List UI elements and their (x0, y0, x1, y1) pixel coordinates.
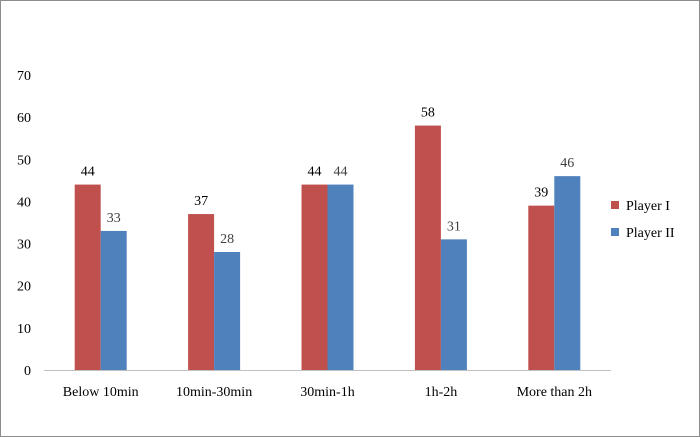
y-tick-label: 10 (17, 322, 31, 337)
y-axis: 0 10 20 30 40 50 60 70 (17, 69, 31, 379)
y-tick-label: 40 (17, 195, 31, 210)
data-label: 44 (308, 165, 322, 180)
data-label: 58 (421, 106, 435, 121)
y-tick-label: 0 (24, 364, 31, 379)
data-label: 46 (560, 156, 574, 171)
data-label: 37 (194, 194, 208, 209)
data-label: 33 (107, 211, 121, 226)
legend-label: Player II (626, 226, 675, 241)
data-label: 44 (334, 165, 348, 180)
data-label: 31 (447, 219, 461, 234)
legend: Player I Player II (611, 199, 675, 241)
data-label: 44 (81, 165, 95, 180)
x-tick-label: 1h-2h (425, 385, 458, 400)
bar-player-i (414, 125, 441, 370)
y-tick-label: 20 (17, 280, 31, 295)
bar-player-ii (440, 239, 467, 370)
data-label: 39 (534, 186, 548, 201)
bar-player-ii (327, 184, 354, 370)
x-axis: Below 10min 10min-30min 30min-1h 1h-2h More … (44, 370, 611, 400)
bar-player-ii (214, 252, 241, 370)
data-labels-group: 44 33 37 28 44 44 58 31 39 46 (81, 106, 575, 247)
y-tick-label: 30 (17, 238, 31, 253)
bar-player-ii (554, 176, 581, 370)
legend-swatch (611, 201, 619, 209)
x-tick-label: Below 10min (63, 385, 139, 400)
x-tick-label: More than 2h (517, 385, 592, 400)
bar-player-ii (100, 230, 127, 370)
legend-label: Player I (626, 199, 670, 214)
data-label: 28 (220, 232, 234, 247)
x-tick-label: 30min-1h (300, 385, 354, 400)
y-tick-label: 50 (17, 153, 31, 168)
y-tick-label: 60 (17, 111, 31, 126)
x-tick-label: 10min-30min (176, 385, 252, 400)
y-tick-label: 70 (17, 69, 31, 84)
bars-group (74, 125, 581, 370)
bar-player-i (301, 184, 328, 370)
bar-player-i (74, 184, 101, 370)
legend-swatch (611, 228, 619, 236)
bar-player-i (188, 214, 215, 370)
bar-player-i (528, 205, 555, 370)
